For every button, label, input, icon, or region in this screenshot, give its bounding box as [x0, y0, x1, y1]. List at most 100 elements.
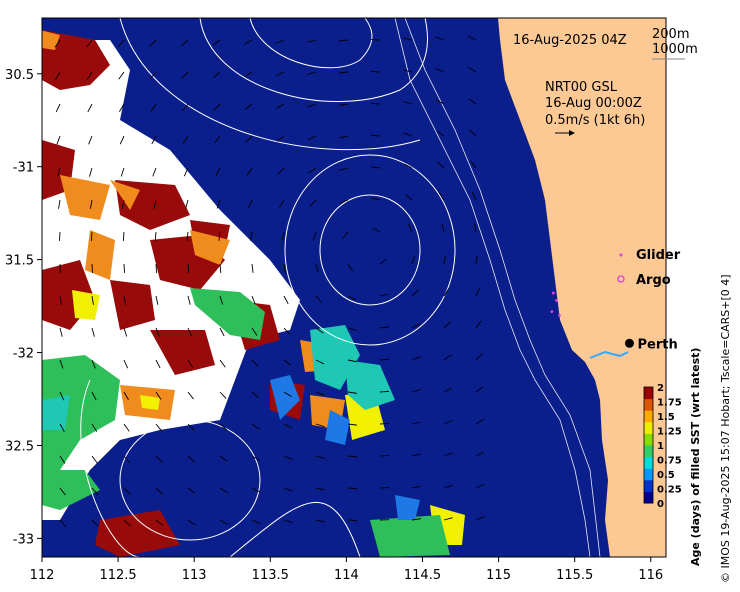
- current-vector: [315, 295, 323, 304]
- current-vector: [214, 135, 221, 144]
- current-vector: [243, 39, 253, 45]
- colorbar-segment: [644, 398, 653, 411]
- current-vector: [187, 263, 190, 273]
- current-vector: [403, 37, 413, 41]
- colorbar-tick-label: 1.75: [657, 398, 682, 409]
- colorbar-segment: [644, 479, 653, 492]
- current-vector: [219, 359, 226, 368]
- current-vector: [91, 327, 95, 337]
- current-vector: [443, 255, 447, 265]
- x-tick-label: 115.5: [556, 568, 593, 583]
- current-vector: [123, 519, 131, 527]
- y-axis: 30.5 -31 31.5 -32 32.5 -33: [5, 68, 42, 547]
- isobath-label-1000: 1000m: [652, 42, 698, 57]
- current-vector: [187, 519, 196, 526]
- current-vector: [475, 386, 484, 393]
- current-vector: [347, 487, 357, 490]
- current-vector: [372, 227, 381, 233]
- current-vector: [469, 129, 477, 137]
- x-tick-label: 114: [334, 568, 359, 583]
- glider-positions: [550, 291, 561, 317]
- current-vector: [437, 161, 445, 169]
- current-vector: [403, 132, 413, 137]
- current-vector: [59, 391, 65, 401]
- colorbar-segment: [644, 410, 653, 423]
- current-vector: [91, 455, 98, 464]
- current-vector: [379, 326, 389, 329]
- isobaths: [394, 18, 601, 557]
- current-vector: [187, 359, 194, 368]
- current-vector: [475, 516, 485, 521]
- current-vector: [475, 255, 478, 265]
- current-vector: [379, 358, 389, 361]
- current-vector: [441, 223, 445, 233]
- current-vector: [212, 71, 221, 79]
- current-vector: [219, 423, 228, 431]
- current-vector: [339, 135, 349, 139]
- perth-label: Perth: [637, 337, 677, 352]
- current-vector: [251, 487, 261, 493]
- current-vector: [59, 487, 66, 496]
- current-vector: [55, 71, 61, 81]
- current-vector: [183, 167, 189, 177]
- current-vector: [118, 71, 125, 80]
- current-vector: [56, 135, 61, 145]
- current-vector: [443, 452, 453, 457]
- current-vector: [212, 39, 221, 46]
- current-vector: [379, 390, 389, 393]
- current-vector: [309, 199, 317, 207]
- current-vector: [246, 167, 253, 176]
- current-vector: [404, 193, 413, 201]
- current-vector: [153, 199, 157, 209]
- current-vector: [244, 103, 253, 110]
- age-1day-patches: [42, 288, 450, 557]
- colorbar: 2 1.75 1.5 1.25 1 0.75 0.5 0.25 0: [643, 383, 682, 510]
- glider-point: [558, 313, 561, 317]
- x-tick-label: 115: [486, 568, 511, 583]
- current-vector: [155, 487, 163, 495]
- current-vector: [123, 295, 127, 305]
- perth-marker: [624, 338, 634, 348]
- current-vector: [281, 231, 285, 241]
- current-vector: [283, 487, 293, 492]
- current-vector: [283, 423, 293, 429]
- argo-legend-label: Argo: [636, 273, 671, 288]
- current-vector: [279, 199, 285, 208]
- y-tick-label: 30.5: [5, 68, 34, 83]
- current-vector: [251, 327, 258, 336]
- current-vector: [213, 103, 221, 111]
- current-vector: [339, 199, 349, 204]
- current-vector: [283, 391, 292, 398]
- current-vector: [315, 391, 325, 396]
- current-vector: [248, 199, 253, 209]
- current-vector: [347, 519, 357, 522]
- y-tick-label: 31.5: [5, 254, 34, 269]
- current-vector: [371, 166, 381, 169]
- current-vector: [88, 135, 93, 145]
- current-vector: [123, 487, 131, 495]
- current-vector: [251, 519, 261, 525]
- current-vector: [244, 71, 253, 78]
- colorbar-segment: [644, 387, 653, 400]
- current-vector: [475, 483, 485, 489]
- current-vector: [371, 102, 381, 105]
- current-vector: [150, 103, 157, 112]
- current-vector: [186, 231, 189, 241]
- current-vector: [443, 517, 453, 521]
- current-vector: [347, 359, 357, 363]
- current-vector: [123, 391, 129, 400]
- current-vector: [119, 103, 125, 112]
- current-vector: [187, 487, 196, 494]
- x-tick-label: 114.5: [404, 568, 441, 583]
- colorbar-tick-label: 0.75: [657, 456, 682, 467]
- current-vector: [347, 391, 357, 394]
- current-vector: [371, 71, 381, 73]
- current-vector: [411, 485, 421, 489]
- current-vector: [379, 293, 389, 297]
- current-vector: [411, 421, 421, 425]
- current-vector: [475, 418, 484, 425]
- current-vector: [276, 135, 285, 142]
- colorbar-segment: [644, 491, 653, 504]
- current-vector: [122, 231, 125, 241]
